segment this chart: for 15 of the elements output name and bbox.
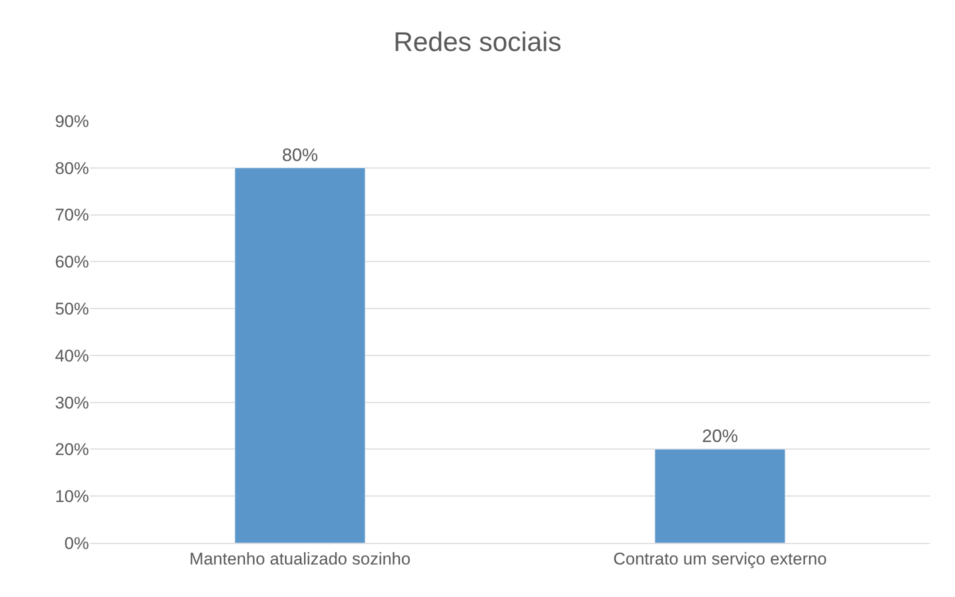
- y-tick-label: 80%: [54, 158, 89, 178]
- y-tick-label: 30%: [54, 393, 89, 412]
- y-tick-label: 90%: [54, 112, 89, 131]
- y-tick-label: 10%: [54, 487, 89, 506]
- y-tick-label: 70%: [54, 206, 89, 225]
- data-label: 80%: [282, 144, 318, 165]
- y-tick-label: 20%: [54, 440, 89, 460]
- y-tick-label: 60%: [54, 252, 89, 272]
- x-tick-label: Mantenho atualizado sozinho: [189, 549, 411, 568]
- y-tick-label: 40%: [54, 346, 89, 366]
- y-tick-label: 50%: [54, 300, 89, 319]
- data-label: 20%: [702, 426, 738, 446]
- y-tick-label: 0%: [64, 534, 89, 553]
- chart-title: Redes sociais: [393, 27, 562, 58]
- x-tick-label: Contrato um serviço externo: [613, 549, 827, 568]
